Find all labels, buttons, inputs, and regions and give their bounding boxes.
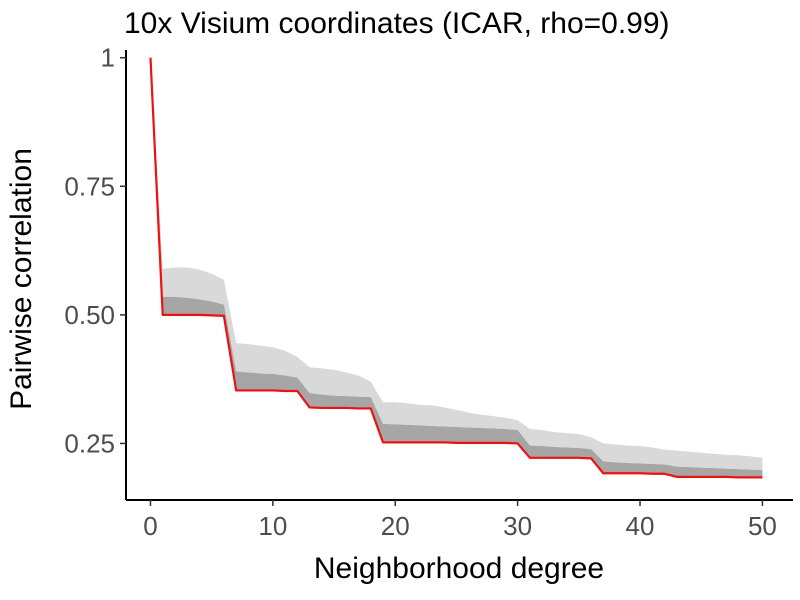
outer-band: [150, 57, 763, 471]
series-lines: [149, 57, 763, 479]
x-tick-label: 40: [626, 511, 655, 541]
x-tick-label: 20: [381, 511, 410, 541]
x-tick-label: 0: [143, 511, 157, 541]
x-axis-title: Neighborhood degree: [314, 552, 604, 585]
y-tick-label: 1: [101, 43, 115, 73]
x-tick-label: 30: [503, 511, 532, 541]
y-tick-label: 0.50: [64, 300, 115, 330]
x-axis-ticks: 0 10 20 30 40 50: [143, 500, 777, 541]
y-tick-label: 0.25: [64, 428, 115, 458]
median-correlation-line: [149, 57, 763, 479]
y-axis-title: Pairwise correlation: [5, 148, 38, 410]
chart-title: 10x Visium coordinates (ICAR, rho=0.99): [124, 7, 670, 40]
confidence-bands: [150, 57, 763, 478]
x-tick-label: 50: [748, 511, 777, 541]
y-tick-label: 0.75: [64, 171, 115, 201]
y-axis-ticks: 0.25 0.50 0.75 1: [64, 43, 126, 458]
x-tick-label: 10: [258, 511, 287, 541]
